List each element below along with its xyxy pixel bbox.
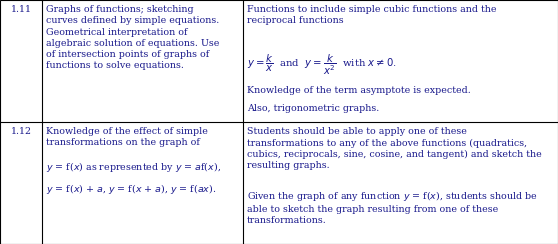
- Text: Graphs of functions; sketching
curves defined by simple equations.
Geometrical i: Graphs of functions; sketching curves de…: [46, 5, 220, 70]
- Text: $y$ = f($x$) + $a$, $y$ = f($x$ + $a$), $y$ = f($ax$).: $y$ = f($x$) + $a$, $y$ = f($x$ + $a$), …: [46, 182, 217, 196]
- Text: Functions to include simple cubic functions and the
reciprocal functions: Functions to include simple cubic functi…: [247, 5, 497, 25]
- Text: Knowledge of the effect of simple
transformations on the graph of: Knowledge of the effect of simple transf…: [46, 127, 208, 147]
- Text: $y$ = f($x$) as represented by $y$ = $a$f($x$),: $y$ = f($x$) as represented by $y$ = $a$…: [46, 160, 222, 174]
- Text: $y = \dfrac{k}{x}$  and  $y = \dfrac{k}{x^{2}}$  with $x \neq 0.$: $y = \dfrac{k}{x}$ and $y = \dfrac{k}{x^…: [247, 52, 397, 77]
- Text: 1.12: 1.12: [11, 127, 31, 136]
- Text: Knowledge of the term asymptote is expected.: Knowledge of the term asymptote is expec…: [247, 86, 471, 95]
- Text: Also, trigonometric graphs.: Also, trigonometric graphs.: [247, 104, 379, 113]
- Text: Students should be able to apply one of these
transformations to any of the abov: Students should be able to apply one of …: [247, 127, 542, 170]
- Text: 1.11: 1.11: [11, 5, 31, 14]
- Text: Given the graph of any function $y$ = f($x$), students should be
able to sketch : Given the graph of any function $y$ = f(…: [247, 189, 538, 225]
